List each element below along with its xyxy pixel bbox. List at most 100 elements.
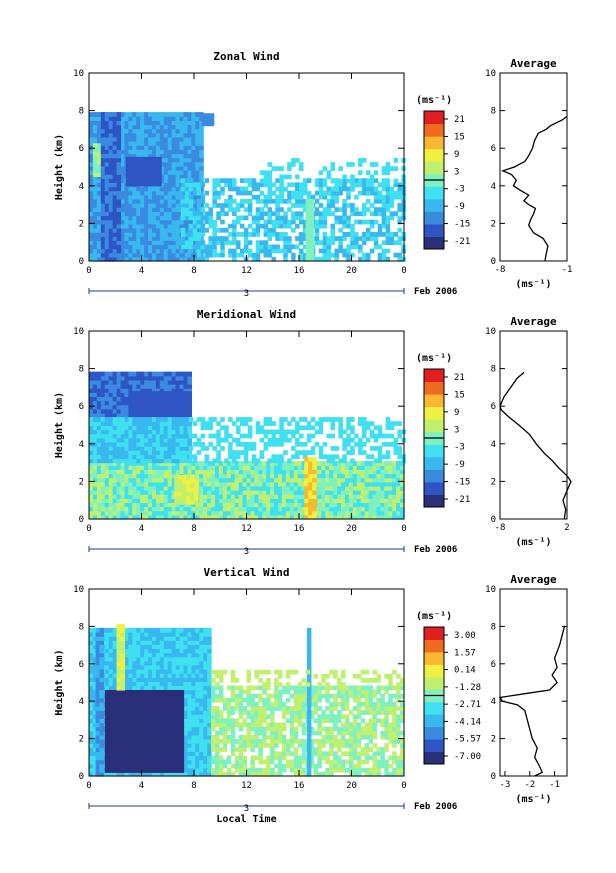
heatmap-cell [92, 211, 98, 217]
heatmap-cell [120, 174, 126, 179]
heatmap-cell [262, 514, 267, 520]
heatmap-cell [128, 384, 133, 389]
heatmap-cell [112, 498, 118, 504]
heatmap-cell [203, 469, 208, 475]
heatmap-cell [182, 499, 187, 505]
heatmap-cell [96, 461, 102, 466]
heatmap-cell [155, 441, 161, 447]
heatmap-cell [322, 182, 328, 188]
heatmap-cell [322, 252, 328, 258]
heatmap-cell [344, 494, 350, 499]
colorbar-swatch [424, 236, 444, 250]
heatmap-cell [148, 112, 153, 117]
heatmap-cell [112, 441, 118, 447]
heatmap-cell [132, 186, 137, 192]
heatmap-cell [89, 494, 94, 499]
heatmap-cell [183, 437, 189, 443]
heatmap-cell [104, 429, 110, 435]
heatmap-cell [100, 506, 106, 512]
heatmap-cell [283, 252, 288, 258]
heatmap-cell [397, 252, 402, 258]
heatmap-cell [124, 498, 129, 504]
heatmap-cell [167, 510, 173, 516]
heatmap-cell [352, 502, 358, 508]
heatmap-cell [192, 215, 198, 221]
heatmap-cell [187, 161, 192, 167]
heatmap-cell [212, 244, 217, 250]
heatmap-cell [204, 256, 210, 262]
heatmap-cell [108, 461, 114, 466]
heatmap-cell [275, 215, 280, 221]
heatmap-cell [287, 421, 292, 426]
heatmap-cell [132, 375, 137, 381]
heatmap-cell [108, 182, 114, 188]
heatmap-cell [140, 371, 145, 377]
heatmap-cell [254, 502, 259, 508]
heatmap-cell [344, 510, 350, 516]
heatmap-cell [144, 145, 149, 150]
heatmap-cell [308, 490, 313, 495]
heatmap-cell [112, 450, 118, 455]
heatmap-cell [89, 506, 94, 512]
heatmap-cell [132, 128, 137, 134]
heatmap-cell [112, 417, 118, 422]
heatmap-cell [175, 469, 181, 475]
heatmap-cell [148, 149, 153, 155]
heatmap-cell [234, 490, 240, 495]
heatmap-cell [92, 408, 98, 414]
heatmap-cell [184, 244, 190, 250]
colorbar-tick-label: 15 [454, 390, 465, 400]
heatmap-cell [365, 421, 371, 426]
heatmap-cell [250, 510, 255, 516]
heatmap-cell [251, 458, 257, 464]
heatmap-cell [100, 485, 106, 491]
heatmap-cell [159, 379, 165, 385]
heatmap-cell [163, 421, 169, 426]
heatmap-cell [389, 211, 395, 217]
heatmap-cell [148, 454, 153, 460]
heatmap-cell [314, 182, 320, 188]
heatmap-cell [356, 494, 362, 499]
heatmap-cell [362, 207, 367, 212]
heatmap-cell [392, 461, 397, 466]
heatmap-cell [291, 162, 296, 167]
heatmap-cell [279, 441, 284, 447]
heatmap-cell [350, 203, 355, 208]
heatmap-cell [124, 141, 129, 146]
heatmap-cell [104, 510, 110, 516]
heatmap-cell [171, 399, 177, 405]
heatmap-cell [191, 194, 196, 200]
heatmap-cell [275, 429, 280, 435]
heatmap-cell [140, 190, 145, 196]
heatmap-cell [155, 454, 161, 460]
heatmap-cell [326, 252, 332, 258]
heatmap-cell [281, 473, 287, 479]
heatmap-cell [167, 112, 173, 117]
heatmap-cell [152, 429, 157, 435]
heatmap-cell [112, 223, 118, 229]
heatmap-cell [140, 227, 145, 233]
heatmap-cell [171, 395, 177, 401]
heatmap-cell [104, 116, 110, 121]
heatmap-cell [96, 494, 102, 499]
heatmap-cell [124, 652, 129, 658]
heatmap-cell [275, 441, 280, 447]
heatmap-cell [215, 502, 220, 508]
heatmap-cell [259, 429, 265, 435]
heatmap-cell [338, 421, 343, 426]
heatmap-cell [129, 160, 135, 166]
heatmap-cell [373, 433, 379, 439]
heatmap-cell [314, 421, 320, 426]
heatmap-cell [400, 494, 405, 499]
heatmap-cell [159, 375, 165, 381]
heatmap-cell [199, 157, 204, 163]
heatmap-cell [242, 477, 248, 483]
heatmap-cell [293, 469, 299, 475]
heatmap-cell [112, 244, 118, 250]
heatmap-cell [302, 219, 308, 225]
heatmap-cell [259, 248, 265, 254]
heatmap-cell [108, 392, 114, 398]
heatmap-cell [224, 227, 229, 233]
heatmap-cell [124, 640, 129, 645]
heatmap-cell [385, 425, 391, 431]
